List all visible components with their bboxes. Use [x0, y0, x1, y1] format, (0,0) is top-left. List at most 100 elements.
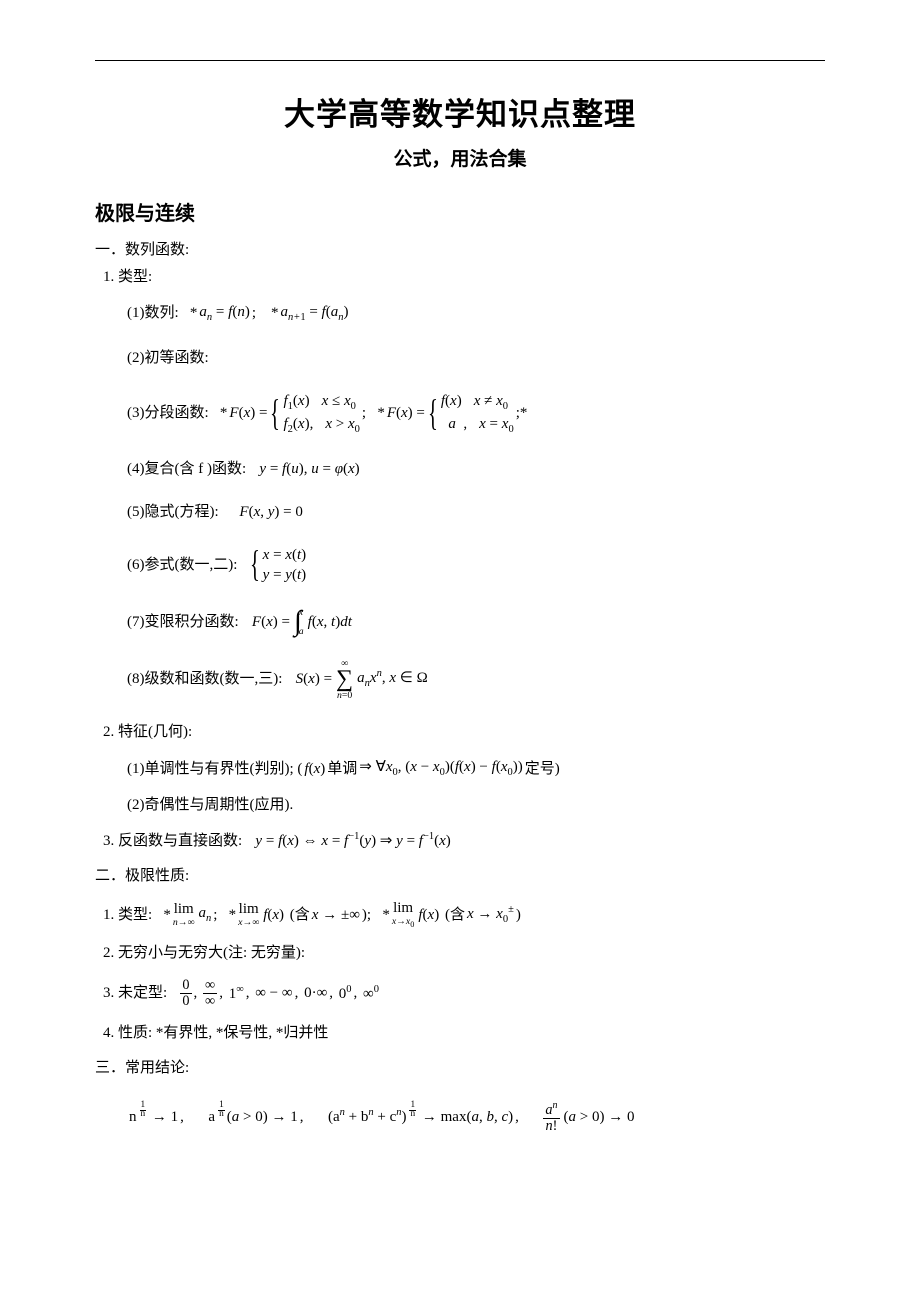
- star: *: [520, 403, 528, 424]
- label: (4)复合(含 f )函数:: [127, 459, 246, 480]
- paren-1: (含: [290, 905, 310, 926]
- a-cond: (a > 0) → 1: [225, 1107, 300, 1128]
- label-b: 单调: [327, 759, 357, 780]
- sum-op: ∞ ∑ n=0: [336, 659, 353, 700]
- to-1-a: → 1: [146, 1107, 180, 1128]
- integral-op: ∫ xa: [294, 608, 304, 638]
- item-2-1: (1)单调性与有界性(判别); ( f(x) 单调 ⇒ ∀x0, (x − x0…: [95, 757, 825, 781]
- sep: ,: [354, 983, 358, 1004]
- an-cond: (a > 0) → 0: [562, 1107, 637, 1128]
- label: 3. 未定型:: [103, 983, 167, 1004]
- formula-compose: y = f(u), u = φ(x): [257, 459, 361, 480]
- label: (6)参式(数一,二):: [127, 555, 237, 576]
- label-a: (1)单调性与有界性(判别); (: [127, 759, 302, 780]
- formula-implicit: F(x, y) = 0: [237, 502, 304, 523]
- x-x0pm: x → x0±: [465, 903, 516, 928]
- star: *: [377, 403, 385, 424]
- inf-zero: ∞0: [361, 983, 381, 1005]
- item-1-2: (2)初等函数:: [95, 348, 825, 369]
- item-2t-4: 4. 性质: *有界性, *保号性, *归并性: [95, 1023, 825, 1044]
- sep: ;: [252, 303, 256, 324]
- sep: ,: [300, 1107, 304, 1128]
- sep: ,: [246, 983, 250, 1004]
- formula-an-fn: an = f(n): [197, 302, 251, 326]
- paren-2: );: [362, 905, 371, 926]
- paren-3: ): [516, 905, 521, 926]
- item-1-8: (8)级数和函数(数一,三): S(x) = ∞ ∑ n=0 anxn, x ∈…: [95, 659, 825, 700]
- inverse-fn: y = f(x) ⇔ x = f−1(y) ⇒ y = f−1(x): [253, 830, 452, 852]
- sep: ,: [219, 983, 223, 1004]
- piecewise-brace-2: { f(x) x ≠ x0 a , x = x0: [427, 391, 516, 437]
- star: *: [163, 905, 171, 926]
- lim-op-3: limx→x0: [392, 901, 415, 929]
- item-1-1: (1)数列: * an = f(n) ; * an+1 = f(an): [95, 302, 825, 326]
- label: (1)数列:: [127, 303, 179, 324]
- piecewise-brace-1: { f1(x) x ≤ x0 f2(x), x > x0: [269, 391, 361, 437]
- integrand: f(x, t)dt: [306, 612, 354, 633]
- sep: ,: [194, 983, 198, 1004]
- frac-an-nfact: an n!: [543, 1101, 559, 1134]
- sep: ;: [362, 403, 366, 424]
- section-heading: 极限与连续: [95, 197, 825, 226]
- heading-2: 二．极限性质:: [95, 866, 825, 887]
- frac-0-0: 00: [180, 978, 191, 1009]
- a-1-n: a 1n: [206, 1107, 224, 1128]
- series-term: anxn, x ∈ Ω: [355, 667, 430, 692]
- star: *: [271, 303, 279, 324]
- frac-inf-inf: ∞∞: [203, 978, 217, 1009]
- lim-arg-fx-2: f(x): [416, 905, 441, 926]
- one-inf: 1∞: [227, 983, 246, 1005]
- item-1-6: (6)参式(数一,二): { x = x(t) y = y(t): [95, 545, 825, 586]
- x-pminf: x → ±∞: [310, 905, 362, 926]
- sep: ,: [515, 1107, 519, 1128]
- heading-1: 一．数列函数:: [95, 240, 825, 261]
- star: *: [190, 303, 198, 324]
- label: 3. 反函数与直接函数:: [103, 831, 242, 852]
- Sx: S(x) =: [294, 669, 334, 690]
- fx: f(x): [302, 759, 327, 780]
- Fx-int: F(x) =: [250, 612, 292, 633]
- conclusions: n 1n → 1 , a 1n (a > 0) → 1 , (an + bn +…: [95, 1101, 825, 1134]
- star: *: [220, 403, 228, 424]
- label: (3)分段函数:: [127, 403, 209, 424]
- page-title: 大学高等数学知识点整理: [95, 89, 825, 134]
- star: *: [382, 905, 390, 926]
- abc-1-n: (an + bn + cn) 1n: [326, 1106, 416, 1128]
- heading-3: 三．常用结论:: [95, 1058, 825, 1079]
- n-1-n: n 1n: [127, 1107, 146, 1128]
- item-2-2: (2)奇偶性与周期性(应用).: [95, 795, 825, 816]
- label-c: 定号): [525, 759, 560, 780]
- lim-arg-fx-1: f(x): [261, 905, 286, 926]
- item-1-3: (3)分段函数: * F(x) = { f1(x) x ≤ x0 f2(x), …: [95, 391, 825, 437]
- sep: ,: [329, 983, 333, 1004]
- header-rule: [95, 60, 825, 61]
- item-1-7: (7)变限积分函数: F(x) = ∫ xa f(x, t)dt: [95, 608, 825, 638]
- paren-1b: (含: [445, 905, 465, 926]
- sep: ;: [213, 905, 217, 926]
- item-1-4: (4)复合(含 f )函数: y = f(u), u = φ(x): [95, 459, 825, 480]
- item-2t-1: 1. 类型: * limn→∞ an ; * limx→∞ f(x) (含 x …: [95, 901, 825, 929]
- zero-zero: 00: [337, 983, 354, 1005]
- label: (7)变限积分函数:: [127, 612, 239, 633]
- heading-1-1: 1. 类型:: [95, 267, 825, 288]
- formula-anp1-fan: an+1 = f(an): [278, 302, 350, 326]
- zero-dot-inf: 0·∞: [302, 983, 329, 1004]
- label: 1. 类型:: [103, 905, 152, 926]
- mono-impl: ⇒ ∀x0, (x − x0)(f(x) − f(x0)): [357, 757, 524, 781]
- to-max: → max(a, b, c): [416, 1107, 515, 1128]
- item-2t-3: 3. 未定型: 00 , ∞∞ , 1∞ , ∞ − ∞ , 0·∞ , 00 …: [95, 978, 825, 1009]
- lim-op-2: limx→∞: [238, 902, 259, 928]
- page-subtitle: 公式，用法合集: [95, 144, 825, 171]
- item-1-5: (5)隐式(方程): F(x, y) = 0: [95, 502, 825, 523]
- heading-1-3: 3. 反函数与直接函数: y = f(x) ⇔ x = f−1(y) ⇒ y =…: [95, 830, 825, 852]
- inf-minus-inf: ∞ − ∞: [253, 983, 294, 1004]
- item-2t-2: 2. 无穷小与无穷大(注: 无穷量):: [95, 943, 825, 964]
- label: (5)隐式(方程):: [127, 502, 219, 523]
- star: *: [229, 905, 237, 926]
- lim-op-1: limn→∞: [173, 902, 195, 928]
- Fx-eq: F(x) =: [227, 403, 269, 424]
- heading-1-2: 2. 特征(几何):: [95, 722, 825, 743]
- sep: ,: [295, 983, 299, 1004]
- label: (8)级数和函数(数一,三):: [127, 669, 282, 690]
- Fx-eq-2: F(x) =: [385, 403, 427, 424]
